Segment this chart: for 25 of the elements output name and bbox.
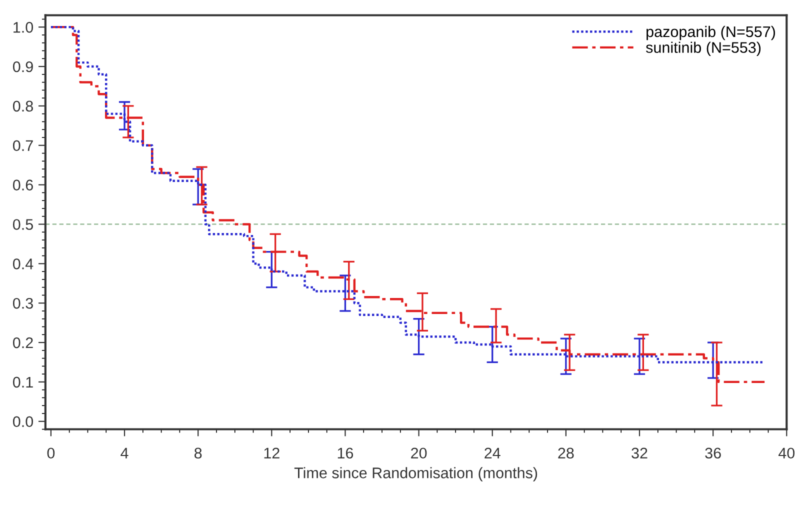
x-tick-label: 28 (558, 448, 574, 459)
y-tick-label: 0.3 (12, 298, 33, 309)
legend-label: sunitinib (N=553) (646, 42, 761, 56)
y-tick-label: 1.0 (14, 22, 34, 33)
legend-label: pazopanib (N=557) (646, 26, 776, 40)
x-tick-label: 12 (264, 448, 280, 458)
x-tick-label: 24 (484, 448, 500, 458)
x-tick-label: 16 (338, 448, 354, 459)
x-tick-label: 8 (194, 448, 202, 459)
y-tick-label: 0.5 (12, 219, 33, 230)
x-tick-label: 4 (120, 448, 128, 458)
x-tick-label: 40 (778, 448, 795, 459)
x-tick-label: 32 (632, 448, 648, 459)
y-tick-label: 0.6 (12, 180, 33, 190)
y-tick-label: 0.4 (12, 258, 34, 270)
y-tick-label: 0.2 (12, 337, 33, 348)
y-tick-label: 0.1 (12, 376, 33, 388)
y-tick-label: 0.0 (12, 416, 34, 428)
x-axis-title: Time since Randomisation (months) (294, 467, 538, 482)
y-tick-label: 0.8 (12, 100, 33, 112)
y-tick-label: 0.9 (12, 61, 33, 72)
x-tick-label: 0 (47, 448, 55, 459)
x-tick-label: 20 (411, 448, 427, 459)
x-tick-label: 36 (705, 448, 721, 459)
y-tick-label: 0.7 (12, 140, 33, 152)
